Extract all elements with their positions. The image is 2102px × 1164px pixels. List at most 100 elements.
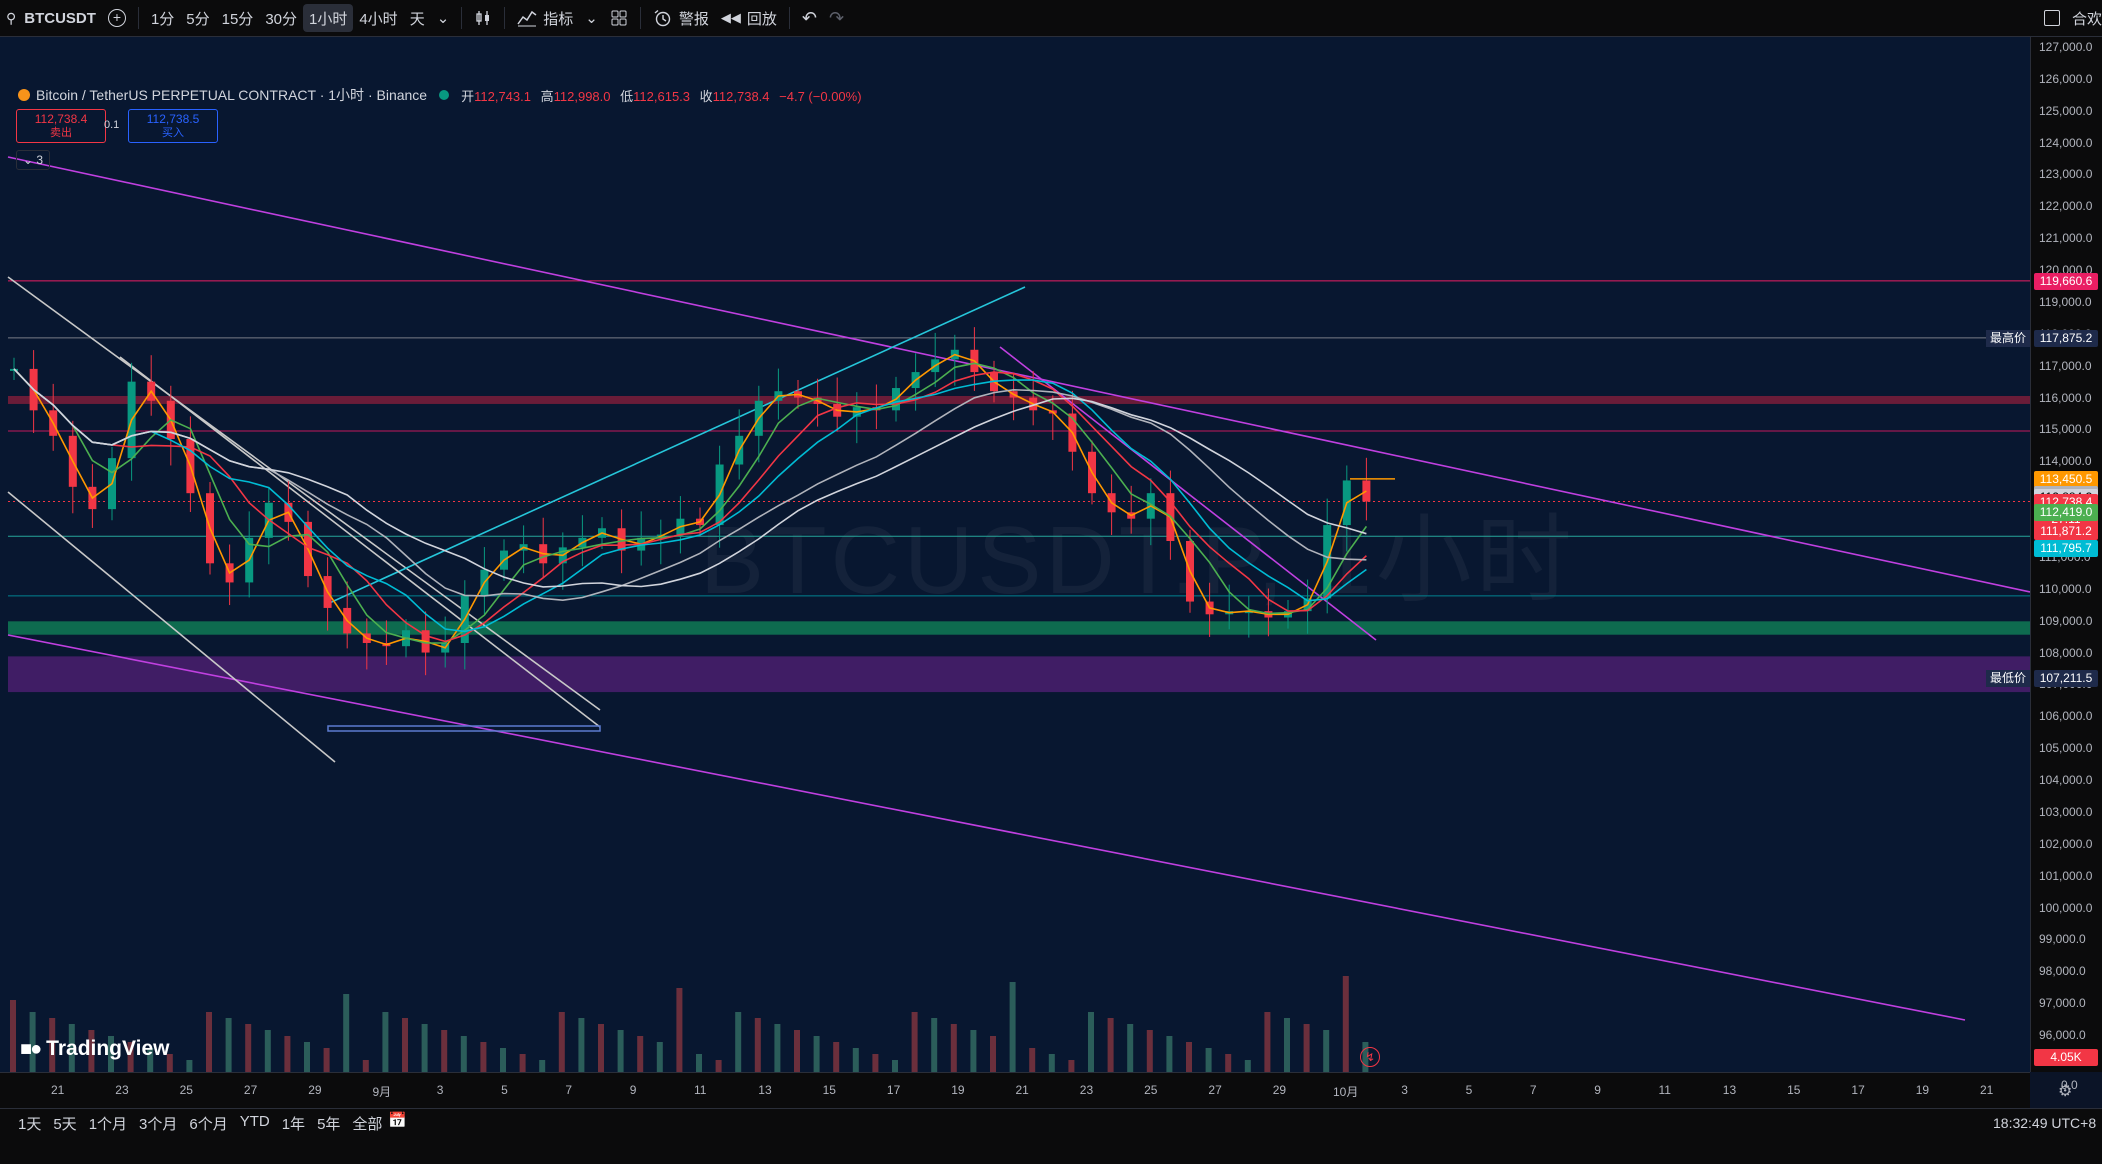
- range-button[interactable]: 5年: [317, 1116, 341, 1133]
- divider: [788, 7, 790, 29]
- clock-time[interactable]: 18:32:49 UTC+8: [1993, 1115, 2097, 1131]
- moving-average-line: [13, 353, 1367, 649]
- volume-bar: [892, 1060, 898, 1072]
- volume-bar: [696, 1054, 702, 1072]
- indicators-label: 指标: [543, 10, 574, 28]
- time-tick: 27: [1208, 1083, 1222, 1097]
- volume-bar: [480, 1042, 487, 1072]
- candle-body: [1362, 480, 1371, 502]
- chart-type-button[interactable]: [468, 4, 498, 32]
- sell-price: 112,738.4: [34, 112, 88, 126]
- price-chart-svg[interactable]: [0, 37, 2030, 1072]
- price-zone: [8, 656, 2030, 693]
- range-button[interactable]: 全部: [352, 1116, 383, 1133]
- bitcoin-logo-icon: [18, 89, 30, 101]
- price-label[interactable]: 112,419.0: [2034, 503, 2098, 521]
- calendar-icon[interactable]: 📅: [388, 1112, 407, 1129]
- interval-15m[interactable]: 15分: [221, 10, 254, 28]
- chevron-down-icon: ⌄: [436, 10, 450, 27]
- price-tick: 123,000.0: [2039, 167, 2093, 182]
- undo-button[interactable]: ↶: [796, 4, 823, 32]
- add-symbol-button[interactable]: +: [102, 4, 132, 32]
- moving-average-line: [13, 368, 1367, 633]
- interval-5m[interactable]: 5分: [186, 10, 210, 28]
- price-label[interactable]: 111,871.2: [2034, 523, 2098, 541]
- alert-button[interactable]: 警报: [647, 4, 715, 32]
- price-tick: 96,000.0: [2039, 1028, 2086, 1042]
- indicators-button[interactable]: 指标: [511, 4, 579, 32]
- indicator-count: 3: [36, 153, 44, 167]
- chart-legend: Bitcoin / TetherUS PERPETUAL CONTRACT · …: [18, 85, 868, 105]
- interval-4h[interactable]: 4小时: [359, 10, 398, 28]
- range-button[interactable]: 1天: [18, 1116, 42, 1133]
- volume-bar: [833, 1042, 840, 1072]
- price-tick: 121,000.0: [2039, 231, 2093, 246]
- sell-button[interactable]: 112,738.4 卖出: [16, 109, 106, 143]
- close-label: 收: [699, 88, 713, 104]
- low-value: 112,615.3: [633, 88, 691, 104]
- lightning-icon[interactable]: ↯: [1360, 1047, 1380, 1067]
- price-label[interactable]: 107,211.5: [2034, 669, 2098, 687]
- price-tick: 102,000.0: [2039, 836, 2093, 851]
- volume-bar: [343, 994, 350, 1072]
- range-button[interactable]: 3个月: [139, 1116, 178, 1133]
- time-axis[interactable]: ⚙ 21 23 25 27 29 9月 3 5 7 9 11 13 15 17 19 21 23 25 27 29 10…: [0, 1072, 2072, 1109]
- indicators-collapse-button[interactable]: ⌄ 3: [16, 150, 50, 170]
- volume-bar: [617, 1030, 624, 1072]
- interval-30m[interactable]: 30分: [265, 10, 297, 28]
- range-button[interactable]: YTD: [239, 1113, 270, 1130]
- replay-button[interactable]: ◀◀ 回放: [715, 4, 783, 32]
- volume-bar: [1264, 1012, 1271, 1072]
- symbol-search-button[interactable]: ⚲ BTCUSDT: [0, 4, 102, 32]
- price-label[interactable]: 4.05K: [2034, 1049, 2098, 1066]
- sell-label: 卖出: [50, 127, 72, 139]
- price-tick: 104,000.0: [2039, 773, 2093, 788]
- plus-circle-icon: +: [107, 9, 126, 27]
- volume-bar: [598, 1024, 604, 1072]
- highest-price-tag: 最高价: [1986, 329, 2030, 347]
- volume-bar: [1244, 1060, 1251, 1072]
- ohlc-values: 开112,743.1 高112,998.0 低112,615.3 收112,73…: [461, 86, 867, 105]
- time-tick: 11: [1658, 1083, 1671, 1097]
- settings-gear-icon[interactable]: ⚙: [2058, 1083, 2073, 1100]
- interval-1d[interactable]: 天: [409, 10, 425, 28]
- tradingview-logo[interactable]: ■● TradingView: [20, 1037, 170, 1061]
- price-zone: [8, 395, 2030, 404]
- volume-bar: [519, 1054, 526, 1072]
- range-button[interactable]: 5天: [53, 1116, 77, 1133]
- interval-dropdown[interactable]: ⌄: [431, 4, 456, 32]
- indicators-dropdown[interactable]: ⌄: [579, 4, 604, 32]
- close-value: 112,738.4: [712, 88, 770, 104]
- price-label[interactable]: 111,795.7: [2034, 539, 2098, 557]
- volume-bar: [29, 1012, 36, 1072]
- range-button[interactable]: 6个月: [189, 1116, 228, 1133]
- range-button[interactable]: 1个月: [88, 1116, 128, 1133]
- range-button[interactable]: 1年: [281, 1116, 306, 1133]
- price-label[interactable]: 119,660.6: [2034, 272, 2098, 290]
- account-label[interactable]: 合欢: [2071, 10, 2102, 28]
- time-tick: 17: [1851, 1083, 1865, 1097]
- volume-bar: [1323, 1030, 1330, 1072]
- buy-button[interactable]: 112,738.5 买入: [128, 109, 218, 143]
- legend-title[interactable]: Bitcoin / TetherUS PERPETUAL CONTRACT · …: [36, 87, 428, 103]
- price-label[interactable]: 117,875.2: [2034, 329, 2098, 347]
- chart-pane[interactable]: BTCUSDT.P, 1小时 Bitcoin / TetherUS PERPET…: [0, 37, 2030, 1072]
- time-tick: 9: [629, 1083, 637, 1097]
- time-tick: 7: [1529, 1083, 1537, 1097]
- volume-bar: [970, 1030, 977, 1072]
- redo-icon: ↷: [829, 7, 845, 28]
- volume-bar: [774, 1024, 781, 1072]
- open-value: 112,743.1: [474, 88, 531, 104]
- tv-logo-icon: ■●: [20, 1037, 42, 1060]
- time-tick: 9月: [372, 1085, 392, 1099]
- price-label[interactable]: 113,450.5: [2034, 470, 2098, 488]
- volume-bar: [539, 1060, 546, 1072]
- fullscreen-button[interactable]: [2038, 4, 2066, 32]
- square-icon: [2043, 10, 2060, 26]
- layouts-button[interactable]: [604, 4, 634, 32]
- interval-1m[interactable]: 1分: [150, 10, 175, 28]
- redo-button[interactable]: ↷: [823, 4, 850, 32]
- range-buttons: 1天 5天 1个月 3个月 6个月 YTD 1年 5年 全部: [18, 1113, 382, 1134]
- trendline: [7, 491, 336, 763]
- interval-1h[interactable]: 1小时: [303, 4, 354, 32]
